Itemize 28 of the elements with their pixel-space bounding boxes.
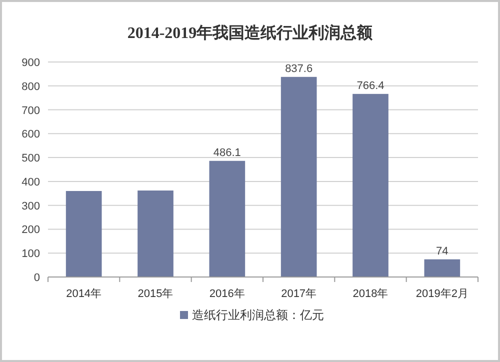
y-tick-label: 300 bbox=[22, 200, 40, 212]
y-tick-label: 500 bbox=[22, 152, 40, 165]
data-label: 766.4 bbox=[356, 80, 384, 92]
x-tick-label: 2019年2月 bbox=[416, 288, 468, 300]
y-tick-label: 400 bbox=[22, 176, 40, 188]
bar bbox=[66, 191, 102, 277]
x-tick-label: 2016年 bbox=[209, 288, 245, 300]
y-tick-label: 100 bbox=[22, 248, 40, 260]
y-tick-label: 600 bbox=[22, 128, 40, 141]
x-tick-label: 2018年 bbox=[352, 288, 388, 300]
bar bbox=[352, 94, 388, 277]
x-tick-label: 2014年 bbox=[66, 288, 102, 300]
x-tick-label: 2015年 bbox=[138, 288, 174, 300]
bar bbox=[209, 160, 246, 277]
y-tick-label: 900 bbox=[22, 57, 40, 69]
data-label: 486.1 bbox=[213, 146, 241, 159]
bar bbox=[138, 190, 174, 277]
chart-title: 2014-2019年我国造纸行业利润总额 bbox=[127, 24, 374, 42]
legend-label: 造纸行业利润总额：亿元 bbox=[192, 308, 324, 322]
x-tick-label: 2017年 bbox=[281, 288, 317, 300]
bar bbox=[280, 76, 317, 277]
bar bbox=[424, 259, 460, 277]
data-label: 837.6 bbox=[285, 62, 313, 75]
y-tick-label: 800 bbox=[22, 80, 40, 93]
y-tick-label: 200 bbox=[22, 224, 40, 236]
y-tick-label: 0 bbox=[34, 272, 40, 284]
y-tick-label: 700 bbox=[22, 104, 40, 117]
data-label: 74 bbox=[436, 245, 448, 258]
